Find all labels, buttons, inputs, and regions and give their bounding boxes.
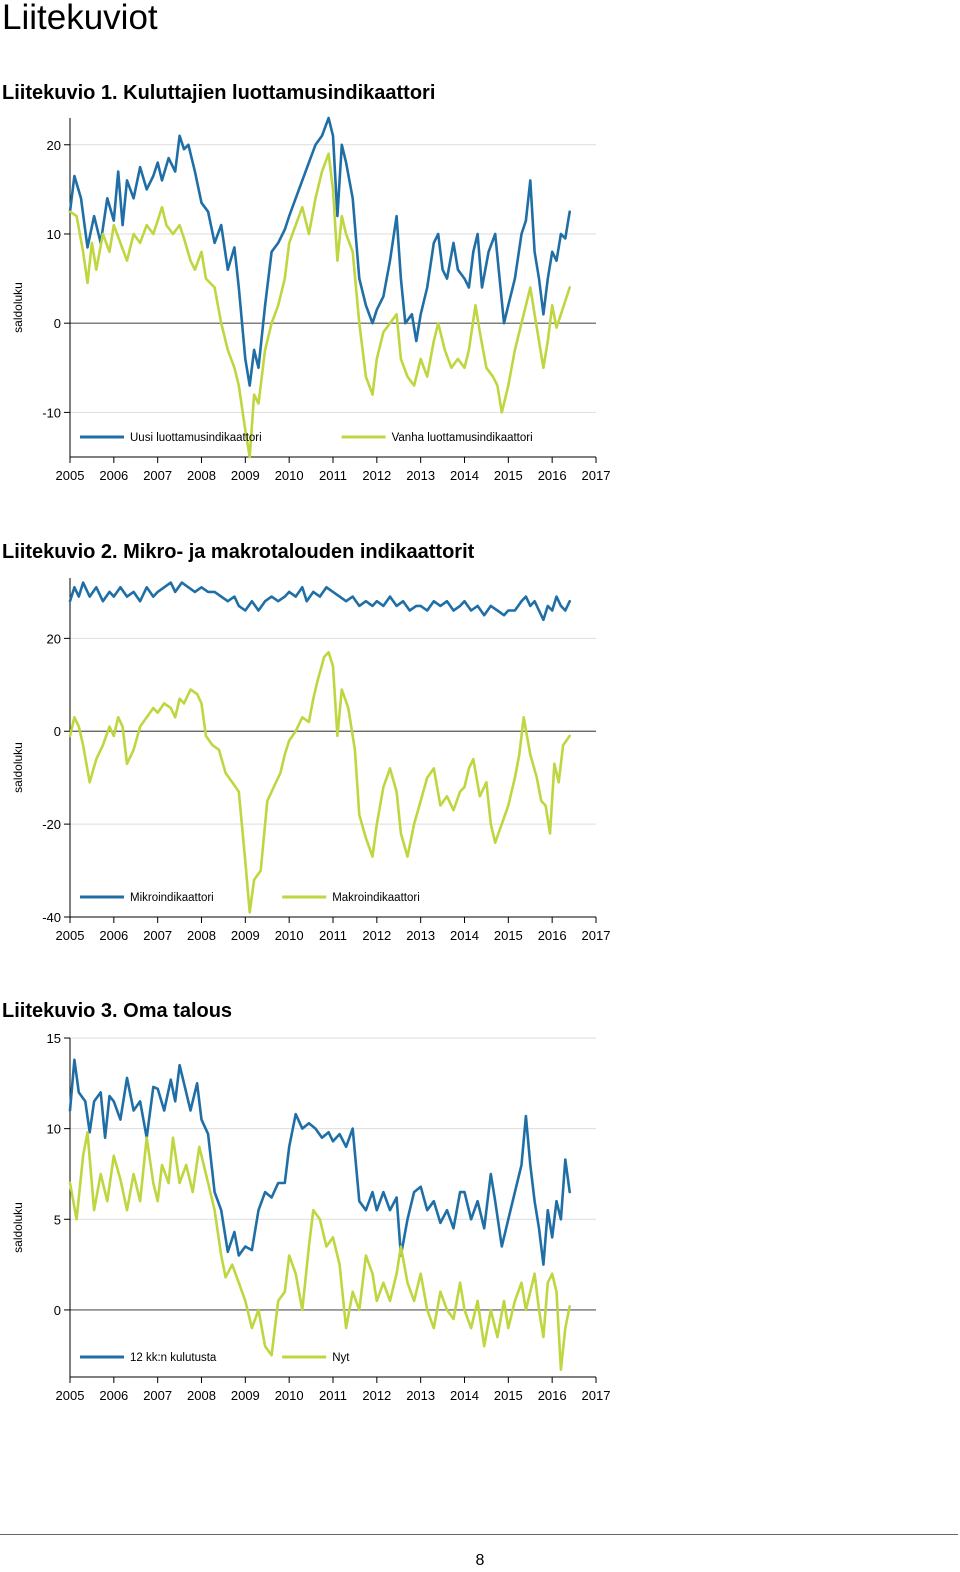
x-tick-label: 2005 — [56, 1388, 85, 1403]
x-tick-label: 2016 — [538, 1388, 567, 1403]
legend-label: 12 kk:n kulutusta — [130, 1352, 217, 1364]
x-tick-label: 2015 — [494, 468, 523, 483]
x-tick-label: 2011 — [319, 468, 347, 483]
y-axis-label: saldoluku — [11, 742, 25, 793]
footer-divider — [0, 1534, 958, 1535]
chart-3-caption: Liitekuvio 3. Oma talous — [2, 1000, 233, 1022]
x-tick-label: 2013 — [406, 928, 435, 943]
micro-macro-indicators-chart: 20 0 -20 -40 2005 2006 2007 2008 2009 2010 2011 201… — [11, 578, 610, 943]
x-tick-label: 2012 — [362, 1388, 391, 1403]
page-title: Liitekuviot — [2, 0, 158, 37]
legend-label: Mikroindikaattori — [130, 892, 214, 904]
x-tick-label: 2008 — [187, 468, 216, 483]
y-tick-label: 5 — [54, 1212, 61, 1227]
x-tick-label: 2005 — [56, 928, 85, 943]
x-tick-label: 2006 — [99, 468, 128, 483]
series-line-green — [68, 152, 571, 459]
chart-1-caption: Liitekuvio 1. Kuluttajien luottamusindik… — [2, 82, 436, 104]
y-tick-label: 10 — [47, 227, 61, 242]
series-line-blue — [68, 1058, 571, 1266]
series-line-blue — [68, 116, 571, 387]
x-tick-label: 2008 — [187, 928, 216, 943]
x-tick-label: 2009 — [231, 1388, 260, 1403]
y-tick-label: -20 — [42, 817, 61, 832]
x-tick-label: 2010 — [275, 1388, 304, 1403]
y-tick-label: 0 — [54, 1303, 61, 1318]
x-tick-label: 2014 — [450, 928, 479, 943]
x-tick-label: 2010 — [275, 468, 304, 483]
x-tick-label: 2016 — [538, 928, 567, 943]
x-tick-label: 2017 — [582, 1388, 610, 1403]
x-tick-label: 2013 — [406, 468, 435, 483]
y-tick-label: 20 — [47, 138, 61, 153]
y-axis-label: saldoluku — [11, 1202, 25, 1253]
y-tick-label: 10 — [47, 1122, 61, 1137]
y-tick-label: -10 — [42, 405, 61, 420]
x-tick-label: 2007 — [143, 928, 172, 943]
x-tick-label: 2014 — [450, 468, 479, 483]
x-tick-label: 2010 — [275, 928, 304, 943]
legend-label: Nyt — [332, 1352, 350, 1364]
legend-label: Makroindikaattori — [332, 892, 420, 904]
y-tick-label: 0 — [54, 316, 61, 331]
y-tick-label: 15 — [47, 1032, 61, 1046]
y-tick-label: 20 — [47, 631, 61, 646]
page-number: 8 — [475, 1552, 485, 1569]
x-tick-label: 2017 — [582, 468, 610, 483]
x-tick-label: 2009 — [231, 468, 260, 483]
x-tick-label: 2006 — [99, 928, 128, 943]
x-tick-label: 2007 — [143, 1388, 172, 1403]
x-tick-label: 2016 — [538, 468, 567, 483]
x-tick-label: 2015 — [494, 928, 523, 943]
y-tick-label: 0 — [54, 724, 61, 739]
x-tick-label: 2006 — [99, 1388, 128, 1403]
x-tick-label: 2015 — [494, 1388, 523, 1403]
legend-label: Uusi luottamusindikaattori — [130, 432, 262, 444]
series-line-blue — [68, 581, 571, 622]
series-line-green — [68, 651, 571, 914]
x-tick-label: 2011 — [319, 1388, 347, 1403]
x-tick-label: 2014 — [450, 1388, 479, 1403]
y-tick-label: -40 — [42, 910, 61, 925]
x-tick-label: 2011 — [319, 928, 347, 943]
own-economy-chart: 15 10 5 0 2005 2006 2007 2008 2009 2010 2011 2012 20… — [11, 1032, 610, 1403]
chart-2-caption: Liitekuvio 2. Mikro- ja makrotalouden in… — [2, 541, 475, 563]
y-axis-label: saldoluku — [11, 282, 25, 333]
legend-label: Vanha luottamusindikaattori — [392, 432, 533, 444]
series-line-green — [68, 1131, 571, 1371]
x-tick-label: 2008 — [187, 1388, 216, 1403]
x-tick-label: 2007 — [143, 468, 172, 483]
x-tick-label: 2013 — [406, 1388, 435, 1403]
x-tick-label: 2012 — [362, 928, 391, 943]
x-tick-label: 2017 — [582, 928, 610, 943]
x-tick-label: 2005 — [56, 468, 85, 483]
x-tick-label: 2012 — [362, 468, 391, 483]
x-tick-label: 2009 — [231, 928, 260, 943]
